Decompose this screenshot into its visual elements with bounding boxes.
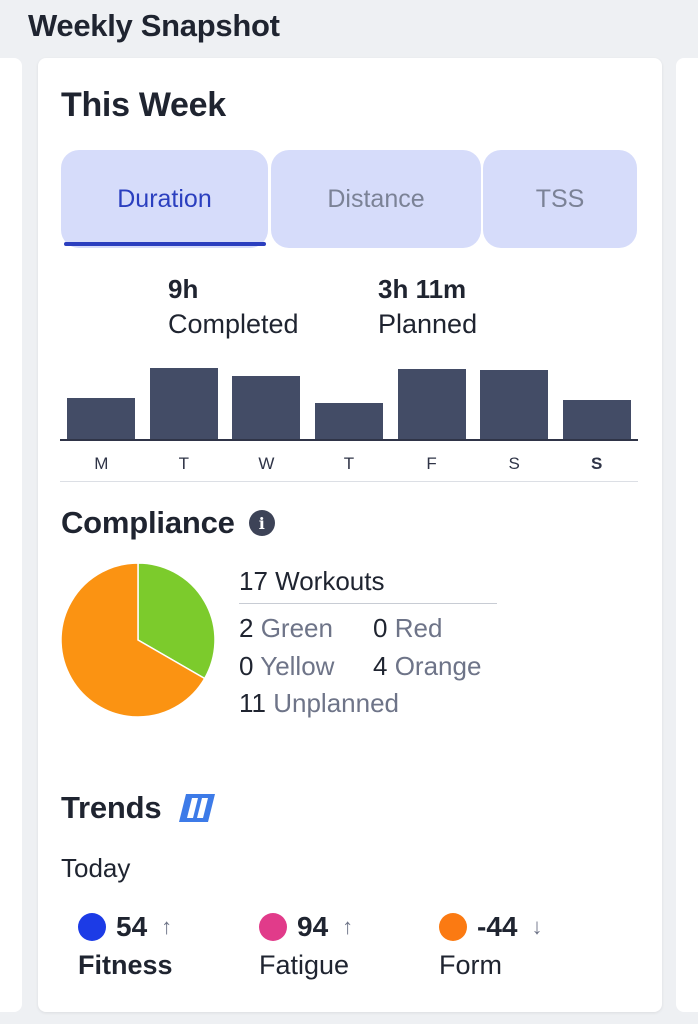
- planned-stat: 3h 11m Planned: [378, 274, 477, 340]
- tab-distance[interactable]: Distance: [271, 150, 481, 248]
- day-label-6: S: [591, 454, 603, 473]
- day-label-0: M: [94, 454, 109, 473]
- bar-day-0[interactable]: [67, 398, 136, 439]
- unplanned-label: Unplanned: [273, 688, 400, 718]
- day-label-5: S: [508, 454, 520, 473]
- previous-card-peek[interactable]: [0, 58, 22, 1012]
- fitness-dot: [78, 913, 106, 941]
- metric-tabs: Duration Distance TSS: [61, 150, 637, 248]
- form-dot: [439, 913, 467, 941]
- red-label: Red: [394, 613, 443, 643]
- tab-active-indicator: [64, 242, 266, 246]
- completed-label: Completed: [168, 309, 299, 339]
- fitness-value: 54: [116, 911, 148, 942]
- red-count: 0: [373, 613, 388, 643]
- trends-header: Trends: [61, 790, 217, 826]
- bar-day-1[interactable]: [149, 368, 218, 439]
- day-label-1: T: [178, 454, 190, 473]
- bar-day-4[interactable]: [397, 369, 466, 439]
- chart-baseline: [60, 439, 638, 441]
- trends-title: Trends: [61, 790, 162, 825]
- arrow-down-icon: ↓: [531, 914, 543, 939]
- compliance-orange: 4 Orange: [373, 651, 481, 682]
- info-icon[interactable]: i: [248, 510, 275, 536]
- bar-day-6[interactable]: [562, 400, 631, 439]
- compliance-pie-chart: [60, 562, 216, 718]
- page-title: Weekly Snapshot: [28, 8, 280, 43]
- tab-tss[interactable]: TSS: [483, 150, 637, 248]
- yellow-count: 0: [239, 651, 254, 681]
- tab-tss-label: TSS: [535, 184, 585, 213]
- chart-divider: [60, 481, 638, 482]
- bar-day-5[interactable]: [480, 370, 549, 439]
- yellow-label: Yellow: [260, 651, 335, 681]
- compliance-unplanned: 11 Unplanned: [239, 688, 399, 719]
- form-label: Form: [439, 950, 502, 980]
- tab-duration-label: Duration: [117, 184, 212, 213]
- trends-period: Today: [61, 853, 131, 883]
- arrow-up-icon: ↑: [161, 914, 173, 939]
- fatigue-label: Fatigue: [259, 950, 350, 980]
- compliance-header: Compliance i: [61, 505, 275, 541]
- fatigue-value: 94: [297, 911, 329, 942]
- form-metric[interactable]: -44 ↓ Form: [439, 910, 542, 981]
- arrow-up-icon: ↑: [342, 914, 354, 939]
- pie-slice-green: [137, 562, 216, 680]
- day-label-4: F: [426, 454, 437, 473]
- fatigue-metric[interactable]: 94 ↑ Fatigue: [259, 910, 353, 981]
- pie-slice-orange: [60, 562, 206, 718]
- planned-value: 3h 11m: [378, 274, 467, 304]
- workouts-total: 17 Workouts: [239, 566, 497, 604]
- compliance-red: 0 Red: [373, 613, 442, 644]
- fitness-metric[interactable]: 54 ↑ Fitness: [78, 910, 173, 981]
- planned-label: Planned: [378, 309, 478, 339]
- card-title: This Week: [61, 86, 226, 124]
- bar-day-3[interactable]: [315, 403, 383, 439]
- tab-duration[interactable]: Duration: [61, 150, 268, 248]
- orange-count: 4: [373, 651, 388, 681]
- day-label-3: T: [343, 454, 355, 473]
- compliance-green: 2 Green: [239, 613, 333, 644]
- green-label: Green: [260, 613, 333, 643]
- completed-value: 9h: [168, 274, 199, 304]
- completed-stat: 9h Completed: [168, 274, 299, 340]
- fitness-label: Fitness: [78, 950, 173, 980]
- form-value: -44: [477, 911, 518, 942]
- bar-day-2[interactable]: [232, 376, 301, 439]
- next-card-peek[interactable]: [676, 58, 698, 1012]
- trainingpeaks-logo-icon[interactable]: [177, 792, 217, 824]
- tab-distance-label: Distance: [327, 184, 425, 213]
- day-label-2: W: [258, 454, 275, 473]
- fatigue-dot: [259, 913, 287, 941]
- compliance-yellow: 0 Yellow: [239, 651, 334, 682]
- compliance-summary: 17 Workouts 2 Green 0 Red 0 Yellow 4 Ora…: [239, 566, 497, 718]
- this-week-card: This Week Duration Distance TSS 9h Compl…: [38, 58, 662, 1012]
- orange-label: Orange: [394, 651, 482, 681]
- green-count: 2: [239, 613, 254, 643]
- compliance-title: Compliance: [61, 505, 235, 540]
- unplanned-count: 11: [239, 688, 266, 718]
